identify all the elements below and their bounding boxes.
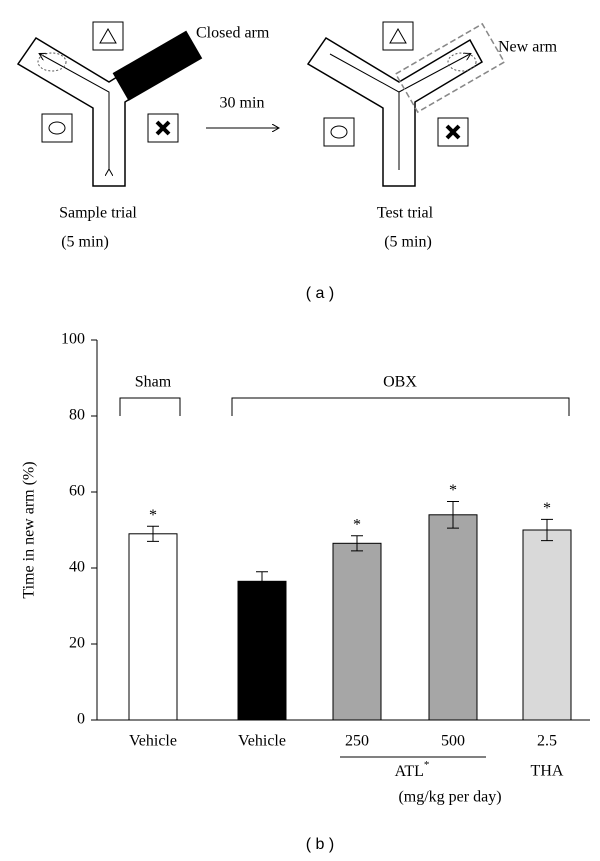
subgroup-label: THA	[531, 763, 564, 780]
path-arrow	[329, 54, 470, 170]
x-tick-label: 250	[345, 733, 369, 750]
mouse	[447, 52, 477, 72]
superscript: *	[424, 759, 430, 771]
panel-label: ( b )	[306, 836, 334, 853]
mouse	[37, 52, 67, 72]
bar	[332, 542, 382, 721]
duration-label: (5 min)	[61, 234, 109, 251]
maze	[306, 36, 484, 187]
group-label: Sham	[135, 374, 172, 391]
bar	[522, 529, 572, 721]
trial-label: Sample trial	[59, 205, 137, 222]
y-tick-label: 20	[69, 635, 85, 652]
circle-cue	[330, 125, 348, 139]
y-axis-label: Time in new arm (%)	[21, 461, 38, 598]
cue-box	[323, 117, 355, 147]
x-tick-label: Vehicle	[129, 733, 177, 750]
bar	[237, 580, 287, 721]
group-label: OBX	[383, 374, 417, 391]
cross-cue	[155, 120, 171, 136]
significance-mark: *	[149, 507, 157, 524]
error-bar	[351, 535, 363, 552]
bracket	[119, 397, 181, 416]
closed-arm-block	[112, 30, 203, 101]
x-tick-label: Vehicle	[238, 733, 286, 750]
subgroup-name: ATL	[395, 763, 424, 780]
interval-label: 30 min	[220, 95, 265, 112]
y-tick-label: 100	[61, 331, 85, 348]
significance-mark: *	[543, 500, 551, 517]
closed-arm-label: Closed arm	[196, 25, 270, 42]
duration-label: (5 min)	[384, 234, 432, 251]
cue-box	[147, 113, 179, 143]
significance-mark: *	[353, 516, 361, 533]
y-tick-label: 40	[69, 559, 85, 576]
subgroup-label: ATL*	[395, 759, 430, 780]
bar-chart: ( b ) Time in new arm (%) Sham OBX ATL* …	[21, 331, 590, 853]
cue-box	[382, 21, 414, 51]
x-tick-label: 500	[441, 733, 465, 750]
significance-mark: *	[449, 482, 457, 499]
error-bar	[256, 571, 268, 592]
cue-box	[92, 21, 124, 51]
cue-box	[41, 113, 73, 143]
trial-label: Test trial	[377, 205, 434, 222]
error-bar	[147, 525, 159, 542]
diagram: Closed arm 30 min Sample trial (5 min) N…	[16, 21, 558, 302]
error-bar	[447, 501, 459, 529]
unit-label: (mg/kg per day)	[398, 789, 501, 806]
x-tick-label: 2.5	[537, 733, 557, 750]
bar	[128, 533, 178, 721]
new-arm-box	[394, 22, 506, 114]
triangle-cue	[389, 27, 407, 44]
panel-label: ( a )	[306, 285, 334, 302]
y-tick-label: 0	[77, 711, 85, 728]
path-arrow	[40, 54, 109, 170]
new-arm-label: New arm	[498, 39, 558, 56]
bracket	[231, 397, 570, 416]
triangle-cue	[99, 27, 117, 44]
y-tick-label: 80	[69, 407, 85, 424]
cross-cue	[445, 124, 461, 140]
bar	[428, 514, 478, 721]
error-bar	[541, 518, 553, 542]
y-tick-label: 60	[69, 483, 85, 500]
circle-cue	[48, 121, 66, 135]
